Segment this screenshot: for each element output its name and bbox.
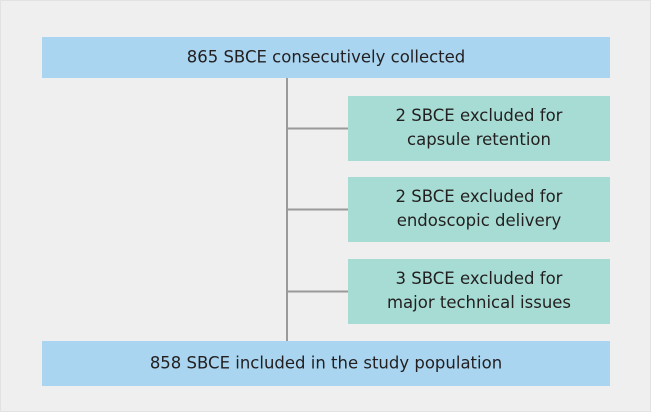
top-box <box>42 37 610 78</box>
top-label: 865 SBCE consecutively collected <box>187 48 466 67</box>
exclusion-box <box>348 259 610 324</box>
exclusion-box <box>348 96 610 161</box>
exclusion-text: 2 SBCE excluded for <box>396 187 563 206</box>
exclusion-text: capsule retention <box>407 130 551 149</box>
exclusion-box <box>348 177 610 242</box>
bottom-box <box>42 341 610 386</box>
bottom-label: 858 SBCE included in the study populatio… <box>150 354 502 373</box>
exclusion-text: 3 SBCE excluded for <box>396 269 563 288</box>
exclusion-text: endoscopic delivery <box>397 211 562 230</box>
exclusion-text: 2 SBCE excluded for <box>396 106 563 125</box>
exclusion-text: major technical issues <box>387 293 571 312</box>
